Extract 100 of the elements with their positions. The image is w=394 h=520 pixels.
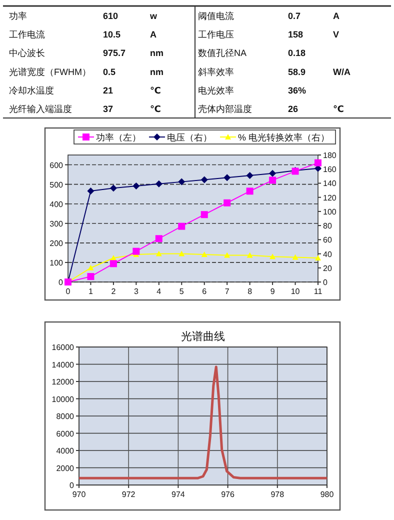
x-tick-label: 1 bbox=[88, 287, 94, 296]
text: V bbox=[333, 30, 340, 40]
legend-label: % 电光转换效率（右） bbox=[238, 132, 330, 142]
point bbox=[178, 250, 185, 256]
text: 光纤输入端温度 bbox=[9, 104, 72, 114]
text: 26 bbox=[288, 104, 298, 114]
y2-tick-label: 40 bbox=[323, 250, 332, 259]
x-tick-label: 4 bbox=[156, 287, 162, 296]
text: 975.7 bbox=[103, 48, 126, 58]
x-tick-label: 7 bbox=[224, 287, 230, 296]
point bbox=[110, 260, 117, 268]
text: 0.18 bbox=[288, 48, 306, 58]
text: 冷却水温度 bbox=[9, 86, 54, 96]
text: 21 bbox=[103, 86, 114, 96]
point bbox=[269, 176, 276, 184]
text: A bbox=[333, 10, 340, 21]
x-tick-label: 976 bbox=[221, 490, 236, 499]
text: W/A bbox=[333, 66, 350, 77]
x-tick-label: 5 bbox=[179, 287, 184, 296]
point bbox=[87, 273, 94, 280]
y-tick-label: 0 bbox=[70, 481, 75, 490]
text: A bbox=[150, 30, 156, 40]
x-tick-label: 972 bbox=[122, 490, 136, 499]
y-tick-label: 500 bbox=[50, 180, 64, 190]
x-tick-label: 970 bbox=[72, 490, 86, 499]
x-tick-label: 11 bbox=[314, 287, 323, 296]
text: 工作电流 bbox=[9, 30, 45, 40]
point bbox=[178, 178, 186, 186]
text: nm bbox=[150, 66, 164, 77]
y-tick-label: 10000 bbox=[52, 394, 75, 404]
text: 功率 bbox=[9, 10, 27, 21]
y-tick-label: 4000 bbox=[56, 446, 75, 456]
legend-label: 功率（左） bbox=[96, 132, 141, 142]
text: w bbox=[150, 10, 158, 21]
point bbox=[292, 254, 298, 260]
text: 壳体内部温度 bbox=[198, 104, 252, 114]
line-series bbox=[78, 366, 328, 480]
text: 36% bbox=[288, 86, 306, 96]
point bbox=[224, 199, 231, 206]
y2-tick-label: 160 bbox=[323, 165, 337, 174]
x-tick-label: 980 bbox=[320, 490, 334, 499]
point bbox=[132, 182, 140, 190]
text: 0.5 bbox=[103, 66, 116, 77]
text: 158 bbox=[288, 30, 304, 40]
point bbox=[315, 255, 321, 261]
point bbox=[269, 170, 276, 177]
point bbox=[110, 184, 117, 192]
text: ℃ bbox=[333, 104, 344, 114]
y2-tick-label: 0 bbox=[323, 278, 328, 287]
x-tick-label: 978 bbox=[270, 490, 285, 499]
text: 610 bbox=[103, 10, 118, 21]
point bbox=[246, 252, 253, 258]
point bbox=[246, 188, 254, 195]
point bbox=[132, 248, 140, 255]
y-tick-label: 8000 bbox=[56, 412, 75, 421]
point bbox=[156, 250, 162, 256]
text: 电光效率 bbox=[198, 86, 234, 96]
x-tick-label: 9 bbox=[270, 287, 276, 296]
chart-title: 光谱曲线 bbox=[181, 330, 225, 343]
text: 工作电压 bbox=[198, 30, 234, 40]
text: 光谱宽度（FWHM） bbox=[9, 66, 91, 77]
x-tick-label: 2 bbox=[111, 287, 116, 296]
text: 中心波长 bbox=[9, 48, 45, 58]
y-tick-label: 12000 bbox=[52, 378, 75, 386]
y2-tick-label: 100 bbox=[323, 207, 337, 216]
point bbox=[155, 180, 162, 188]
y2-tick-label: 120 bbox=[323, 193, 337, 202]
text: ℃ bbox=[150, 86, 161, 96]
x-tick-label: 8 bbox=[248, 287, 253, 296]
point bbox=[201, 251, 208, 257]
point bbox=[155, 235, 162, 242]
text: 0.7 bbox=[288, 10, 301, 21]
text: 数值孔径NA bbox=[198, 48, 247, 58]
y-tick-label: 100 bbox=[50, 258, 64, 268]
y2-tick-label: 140 bbox=[323, 179, 337, 188]
text: 斜率效率 bbox=[198, 66, 234, 77]
y-tick-label: 600 bbox=[50, 160, 64, 170]
text: 58.9 bbox=[288, 66, 306, 77]
y-tick-label: 400 bbox=[50, 200, 64, 209]
y-tick-label: 200 bbox=[50, 238, 64, 248]
point bbox=[224, 174, 231, 182]
point bbox=[224, 252, 230, 258]
y-tick-label: 300 bbox=[50, 219, 64, 228]
text: nm bbox=[150, 48, 164, 58]
x-tick-label: 10 bbox=[290, 287, 300, 296]
x-tick-label: 3 bbox=[134, 287, 139, 296]
y-tick-label: 2000 bbox=[56, 464, 75, 473]
point bbox=[246, 172, 254, 179]
text: ℃ bbox=[150, 104, 161, 114]
y2-tick-label: 180 bbox=[323, 151, 337, 160]
y-tick-label: 16000 bbox=[52, 343, 75, 352]
point bbox=[178, 222, 186, 230]
y2-tick-label: 20 bbox=[323, 264, 332, 273]
text: 37 bbox=[103, 104, 114, 114]
x-tick-label: 974 bbox=[172, 490, 186, 499]
point bbox=[200, 211, 208, 218]
y2-tick-label: 60 bbox=[323, 236, 332, 245]
legend-label: 电压（右） bbox=[167, 132, 212, 142]
point bbox=[270, 254, 276, 260]
text: 阈值电流 bbox=[198, 10, 234, 21]
